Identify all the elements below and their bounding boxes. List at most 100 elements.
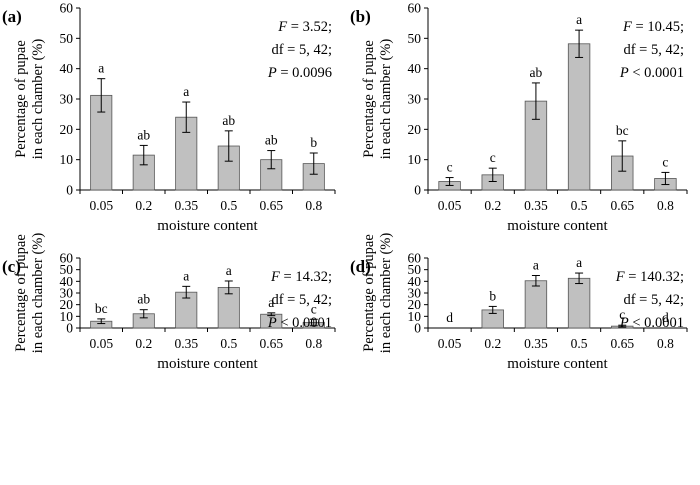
significance-letter: c [311, 301, 317, 316]
y-tick-label: 0 [66, 183, 73, 198]
chart-panel: 0 10 20 30 40 50 60 c 0.05 c 0.2 ab 0.35 a 0.5 bc 0.65 c 0… [350, 1, 688, 234]
stat-value: = 0.0096 [277, 65, 332, 81]
y-tick-label: 60 [408, 251, 422, 266]
significance-letter: a [183, 268, 189, 283]
y-tick-label: 30 [408, 92, 422, 107]
stat-line: df = 5, 42; [271, 292, 332, 308]
x-tick-label: 0.8 [657, 198, 674, 213]
stat-value: df = 5, 42; [271, 292, 332, 308]
x-tick-label: 0.5 [220, 336, 237, 351]
x-tick-label: 0.2 [484, 198, 501, 213]
y-tick-label: 0 [414, 183, 421, 198]
stat-symbol: F [270, 269, 280, 285]
x-tick-label: 0.05 [89, 198, 113, 213]
y-tick-label: 40 [60, 274, 74, 289]
y-tick-label: 40 [408, 274, 422, 289]
x-tick-label: 0.65 [259, 336, 283, 351]
stat-symbol: P [619, 65, 629, 81]
x-axis-label: moisture content [157, 218, 258, 234]
stat-symbol: P [619, 315, 629, 331]
x-tick-label: 0.65 [610, 198, 634, 213]
significance-letter: ab [137, 127, 150, 142]
y-axis-label-line: in each chamber (%) [378, 233, 394, 354]
panel-label: (c) [2, 257, 21, 276]
significance-letter: b [489, 288, 496, 303]
x-tick-label: 0.2 [135, 198, 152, 213]
y-tick-label: 50 [60, 31, 74, 46]
y-axis-label-line: Percentage of pupae [361, 40, 377, 158]
y-tick-label: 20 [60, 297, 74, 312]
y-tick-label: 50 [60, 262, 74, 277]
stat-line: F = 3.52; [277, 19, 332, 35]
bar [567, 277, 591, 329]
significance-letter: a [226, 263, 232, 278]
y-tick-label: 20 [60, 122, 74, 137]
significance-letter: d [662, 310, 669, 325]
stat-value: = 3.52; [287, 19, 332, 35]
y-tick-label: 0 [414, 321, 421, 336]
stat-value: < 0.0001 [629, 65, 684, 81]
x-tick-label: 0.8 [305, 198, 322, 213]
stat-value: df = 5, 42; [623, 292, 684, 308]
x-tick-label: 0.35 [174, 336, 198, 351]
significance-letter: ab [265, 133, 278, 148]
stat-value: = 14.32; [280, 269, 332, 285]
significance-letter: ab [222, 113, 235, 128]
x-tick-label: 0.5 [220, 198, 237, 213]
x-axis-label: moisture content [507, 356, 608, 372]
significance-letter: a [576, 255, 582, 270]
x-axis-label: moisture content [157, 356, 258, 372]
stat-line: P < 0.0001 [619, 315, 684, 331]
y-axis-label: Percentage of pupaein each chamber (%) [13, 233, 46, 354]
y-tick-label: 30 [60, 92, 74, 107]
stat-value: = 140.32; [625, 269, 684, 285]
stat-symbol: F [615, 269, 625, 285]
stat-line: df = 5, 42; [623, 42, 684, 58]
y-tick-label: 40 [408, 61, 422, 76]
stat-line: P = 0.0096 [267, 65, 332, 81]
x-tick-label: 0.5 [571, 336, 588, 351]
x-tick-label: 0.05 [438, 198, 462, 213]
significance-letter: a [183, 84, 189, 99]
stat-symbol: F [277, 19, 287, 35]
significance-letter: a [268, 295, 274, 310]
panel-label: (a) [2, 7, 22, 26]
x-tick-label: 0.35 [524, 198, 548, 213]
y-tick-label: 60 [60, 1, 74, 16]
significance-letter: bc [616, 123, 629, 138]
panel-label: (b) [350, 7, 371, 26]
significance-letter: ab [137, 292, 150, 307]
y-tick-label: 60 [60, 251, 74, 266]
bar [524, 280, 548, 329]
y-tick-label: 40 [60, 61, 74, 76]
significance-letter: c [447, 160, 453, 175]
significance-letter: d [446, 310, 453, 325]
stat-value: < 0.0001 [629, 315, 684, 331]
y-tick-label: 20 [408, 297, 422, 312]
x-tick-label: 0.35 [174, 198, 198, 213]
stat-line: F = 140.32; [615, 269, 684, 285]
x-tick-label: 0.65 [610, 336, 634, 351]
y-tick-label: 10 [408, 152, 422, 167]
significance-letter: c [490, 150, 496, 165]
x-tick-label: 0.8 [305, 336, 322, 351]
y-tick-label: 60 [408, 1, 422, 16]
stat-symbol: P [267, 65, 277, 81]
stat-line: df = 5, 42; [623, 292, 684, 308]
x-tick-label: 0.8 [657, 336, 674, 351]
stat-line: P < 0.0001 [267, 315, 332, 331]
x-tick-label: 0.2 [135, 336, 152, 351]
y-axis-label-line: Percentage of pupae [361, 234, 377, 352]
stat-symbol: P [267, 315, 277, 331]
x-tick-label: 0.5 [571, 198, 588, 213]
panel-label: (d) [350, 257, 371, 276]
x-tick-label: 0.05 [438, 336, 462, 351]
y-axis-label-line: in each chamber (%) [30, 39, 46, 160]
y-tick-label: 50 [408, 262, 422, 277]
significance-letter: c [662, 154, 668, 169]
y-tick-label: 10 [408, 309, 422, 324]
y-tick-label: 50 [408, 31, 422, 46]
stat-symbol: F [622, 19, 632, 35]
